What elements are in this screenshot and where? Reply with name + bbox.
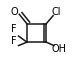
- Text: F: F: [11, 36, 17, 46]
- Text: F: F: [11, 24, 17, 34]
- Text: OH: OH: [51, 44, 66, 54]
- Text: O: O: [10, 7, 18, 17]
- Text: Cl: Cl: [51, 7, 61, 17]
